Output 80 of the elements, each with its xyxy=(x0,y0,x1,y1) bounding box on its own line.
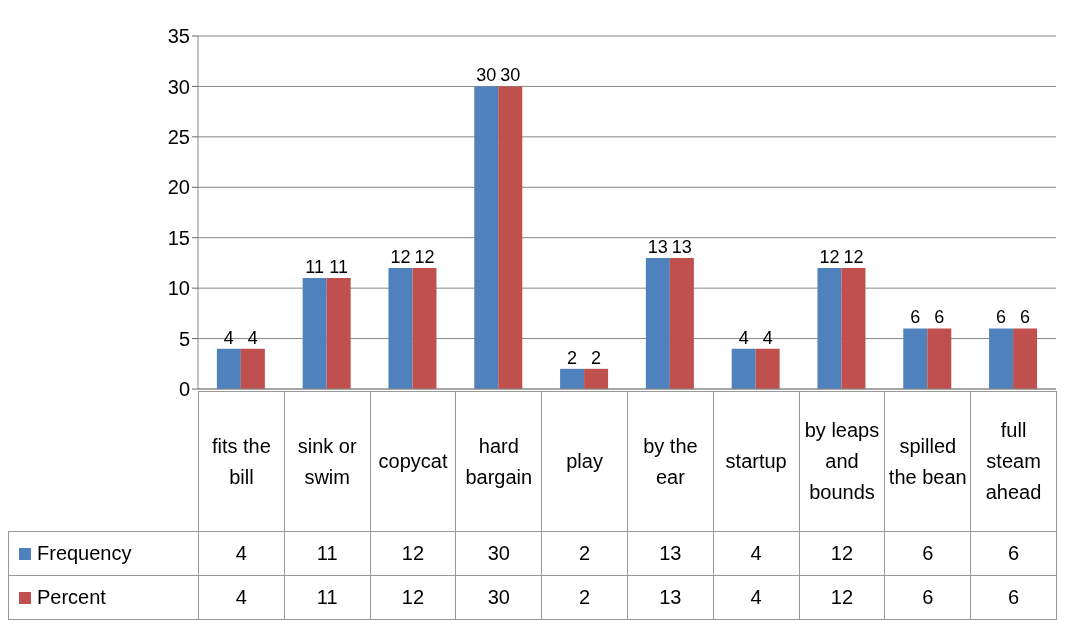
bar xyxy=(326,278,351,389)
y-tick-label: 0 xyxy=(178,378,190,401)
data-label: 4 xyxy=(223,327,234,348)
text: 4 xyxy=(198,531,285,576)
bar xyxy=(927,328,952,389)
text: 30 xyxy=(455,575,542,620)
data-label: 13 xyxy=(671,236,692,257)
data-label: 12 xyxy=(414,246,435,267)
data-label: 12 xyxy=(819,246,840,267)
bar xyxy=(388,267,413,389)
text: 2 xyxy=(541,531,628,576)
data-label: 13 xyxy=(647,236,668,257)
data-label: 30 xyxy=(500,65,521,86)
bar xyxy=(817,267,842,389)
data-label: 12 xyxy=(390,246,411,267)
text: 30 xyxy=(455,531,542,576)
bar xyxy=(474,86,499,389)
bar xyxy=(240,348,265,389)
data-label: 4 xyxy=(762,327,773,348)
text: 12 xyxy=(799,575,885,620)
text: 4 xyxy=(713,531,800,576)
x-tick-label: play xyxy=(541,391,628,532)
data-label: 6 xyxy=(910,307,921,328)
text: 11 xyxy=(284,531,371,576)
x-tick-label: by the ear xyxy=(627,391,714,532)
y-tick-label: 5 xyxy=(178,327,190,350)
y-tick-label: 35 xyxy=(167,25,190,48)
bar xyxy=(755,348,780,389)
bar xyxy=(412,267,437,389)
y-tick-label: 30 xyxy=(167,75,190,98)
legend-label: Frequency xyxy=(8,531,199,576)
text: 6 xyxy=(970,531,1057,576)
x-tick-label: sink or swim xyxy=(284,391,371,532)
text: 4 xyxy=(198,575,285,620)
bar xyxy=(1013,328,1038,389)
x-tick-label: fits the bill xyxy=(198,391,285,532)
bar xyxy=(731,348,756,389)
text: 13 xyxy=(627,531,714,576)
text: 2 xyxy=(541,575,628,620)
bar xyxy=(302,278,327,389)
text: 4 xyxy=(713,575,800,620)
data-label: 30 xyxy=(476,65,497,86)
x-tick-label: copycat xyxy=(370,391,456,532)
legend-label: Percent xyxy=(8,575,199,620)
data-label: 2 xyxy=(591,347,602,368)
bar xyxy=(584,368,609,389)
data-label: 6 xyxy=(934,307,945,328)
x-tick-label: startup xyxy=(713,391,800,532)
data-label: 4 xyxy=(247,327,258,348)
bar xyxy=(560,368,585,389)
data-label: 2 xyxy=(567,347,578,368)
text: 6 xyxy=(884,531,971,576)
bar xyxy=(989,328,1014,389)
y-tick-label: 10 xyxy=(167,277,190,300)
text: 6 xyxy=(970,575,1057,620)
bar xyxy=(498,86,523,389)
x-tick-label: by leaps and bounds xyxy=(799,391,885,532)
bar xyxy=(645,257,670,389)
text: 6 xyxy=(884,575,971,620)
data-label: 11 xyxy=(305,257,325,278)
text: 11 xyxy=(284,575,371,620)
data-label: 12 xyxy=(843,246,864,267)
bar xyxy=(903,328,928,389)
x-tick-label: hard bargain xyxy=(455,391,542,532)
data-label: 6 xyxy=(996,307,1007,328)
data-label: 4 xyxy=(738,327,749,348)
y-tick-label: 25 xyxy=(167,125,190,148)
x-tick-label: spilled the bean xyxy=(884,391,971,532)
bar xyxy=(669,257,694,389)
text: 12 xyxy=(370,531,456,576)
text: 12 xyxy=(799,531,885,576)
text: 13 xyxy=(627,575,714,620)
text: 12 xyxy=(370,575,456,620)
data-label: 6 xyxy=(1020,307,1031,328)
data-label: 11 xyxy=(329,257,349,278)
y-tick-label: 20 xyxy=(167,176,190,199)
y-tick-label: 15 xyxy=(167,226,190,249)
bar xyxy=(216,348,241,389)
bar xyxy=(841,267,866,389)
x-tick-label: full steam ahead xyxy=(970,391,1057,532)
